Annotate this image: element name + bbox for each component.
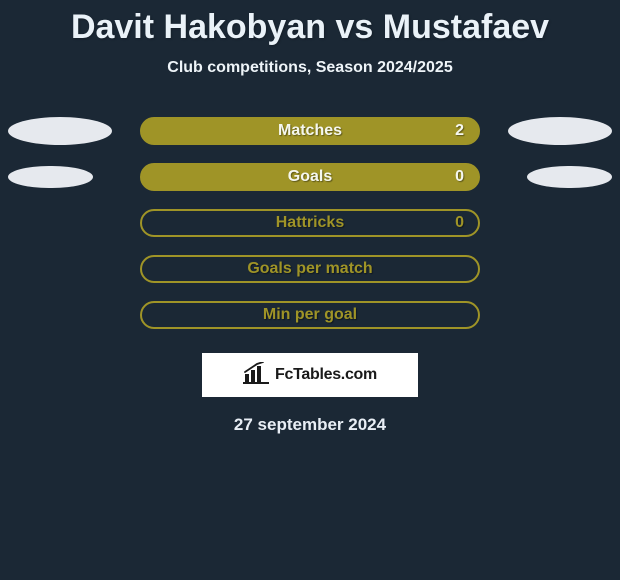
stat-bar: Goals 0 xyxy=(140,163,480,191)
logo-box: FcTables.com xyxy=(202,353,418,397)
stat-bar: Hattricks 0 xyxy=(140,209,480,237)
stat-bar: Matches 2 xyxy=(140,117,480,145)
stat-bar: Goals per match xyxy=(140,255,480,283)
player1-name: Davit Hakobyan xyxy=(71,8,326,46)
vs-text: vs xyxy=(335,8,373,46)
left-ellipse xyxy=(8,166,93,189)
stat-label: Matches xyxy=(278,122,342,140)
subtitle: Club competitions, Season 2024/2025 xyxy=(167,59,452,77)
right-ellipse xyxy=(527,166,612,189)
stat-row: Min per goal xyxy=(0,301,620,329)
logo-text: FcTables.com xyxy=(275,366,377,384)
stat-label: Hattricks xyxy=(276,214,344,232)
player2-name: Mustafaev xyxy=(383,8,549,46)
stat-row: Hattricks 0 xyxy=(0,209,620,237)
stat-row: Matches 2 xyxy=(0,117,620,145)
stat-value: 2 xyxy=(455,122,464,140)
comparison-title: Davit Hakobyan vs Mustafaev xyxy=(71,8,549,47)
stats-rows: Matches 2 Goals 0 Hattricks 0 Goals per match M… xyxy=(0,117,620,329)
stat-row: Goals per match xyxy=(0,255,620,283)
left-ellipse xyxy=(8,117,112,145)
stat-label: Min per goal xyxy=(263,306,357,324)
stat-value: 0 xyxy=(455,168,464,186)
date-text: 27 september 2024 xyxy=(234,415,386,435)
right-ellipse xyxy=(508,117,612,145)
bar-chart-icon xyxy=(243,362,269,389)
stat-label: Goals per match xyxy=(247,260,372,278)
stat-bar: Min per goal xyxy=(140,301,480,329)
stat-label: Goals xyxy=(288,168,332,186)
stat-value: 0 xyxy=(455,214,464,232)
stat-row: Goals 0 xyxy=(0,163,620,191)
